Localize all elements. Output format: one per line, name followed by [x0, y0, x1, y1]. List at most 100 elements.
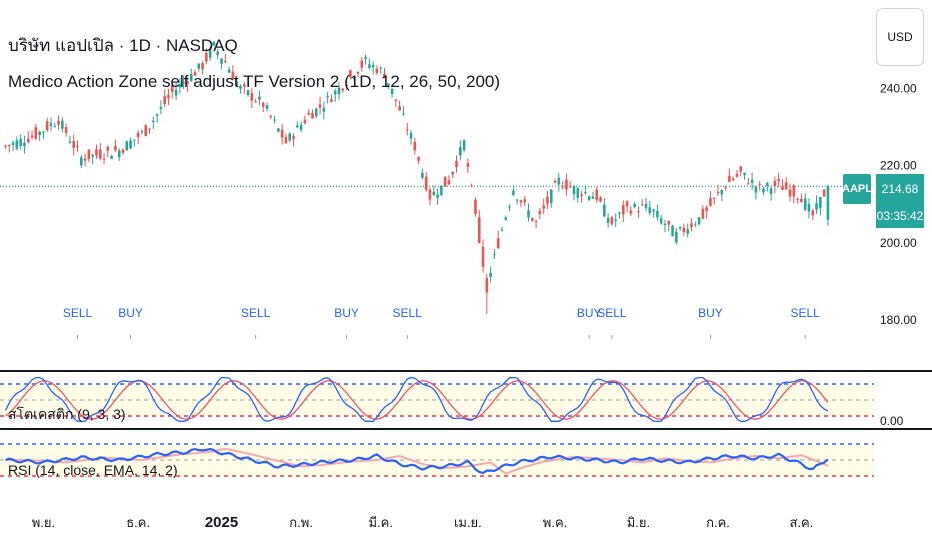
candle-body [402, 113, 405, 115]
candle-body [231, 71, 235, 80]
candle-body [61, 120, 64, 129]
signal-sell-label: SELL [791, 306, 821, 320]
price-axis[interactable]: 240.00 220.00 200.00 180.00 [880, 82, 917, 327]
candle-body [440, 185, 443, 195]
candle-body [23, 142, 26, 147]
time-tick-label: พ.ย. [32, 515, 55, 530]
candle-body [580, 194, 583, 196]
candle-body [144, 125, 148, 136]
stochastic-lines [4, 376, 829, 422]
candle-body [322, 107, 326, 112]
candle-body [330, 99, 333, 102]
price-tick-label: 220.00 [880, 159, 917, 173]
candle-body [148, 128, 151, 130]
candle-body [299, 125, 303, 130]
candle-body [496, 238, 500, 249]
candle-body [459, 147, 462, 156]
candle-body [174, 89, 178, 96]
candle-body [750, 179, 754, 183]
candle-body [155, 114, 159, 116]
candle-body [485, 278, 489, 293]
indicator-title[interactable]: Medico Action Zone self adjust TF Versio… [8, 72, 501, 91]
candle-body [675, 231, 678, 243]
candle-body [462, 140, 466, 151]
candle-body [769, 188, 773, 194]
candle-body [375, 68, 379, 74]
candle-body [474, 199, 477, 214]
candle-body [318, 104, 322, 108]
time-axis[interactable]: พ.ย. ธ.ค. 2025 ก.พ. มี.ค. เม.ย. พ.ค. มิ.ย. ก.ค. ส… [32, 514, 814, 531]
candle-body [159, 107, 163, 110]
candle-body [504, 217, 508, 220]
candle-body [784, 182, 788, 190]
candle-body [186, 81, 189, 85]
candle-body [781, 186, 784, 191]
candle-body [773, 180, 777, 187]
stochastic-zero-tick: 0.00 [880, 414, 904, 428]
candle-body [788, 189, 792, 197]
candle-body [178, 83, 182, 88]
candle-body [625, 201, 629, 207]
candle-body [224, 60, 227, 63]
candle-body [546, 196, 549, 204]
candle-body [246, 90, 250, 96]
candle-body [398, 106, 401, 111]
candle-body [133, 139, 136, 141]
signal-sell-label: SELL [63, 306, 93, 320]
candle-body [409, 132, 413, 139]
rsi-lines [5, 447, 829, 475]
signal-sell-label: SELL [597, 306, 627, 320]
candle-body [38, 131, 41, 135]
symbol-title[interactable]: บริษัท แอปเปิล · 1D · NASDAQ [8, 36, 238, 55]
countdown-badge: 03:35:42 [876, 204, 924, 228]
candle-body [201, 63, 204, 70]
candle-body [436, 194, 439, 198]
candle-body [265, 105, 269, 109]
candle-body [527, 210, 530, 218]
stochastic-label[interactable]: สโตเคสติก (9, 3, 3) [8, 406, 126, 422]
candle-body [614, 219, 617, 222]
candle-body [68, 141, 72, 143]
time-tick-label: พ.ค. [543, 515, 568, 530]
candle-body [584, 192, 587, 194]
candle-body [481, 246, 485, 267]
candle-body [549, 189, 553, 203]
candle-body [34, 127, 38, 139]
candle-body [379, 67, 383, 69]
candle-body [189, 73, 193, 81]
candle-body [341, 88, 345, 91]
candle-body [371, 64, 375, 68]
candle-body [129, 140, 132, 149]
candle-body [356, 72, 360, 74]
candle-body [170, 84, 174, 92]
candle-body [314, 108, 318, 117]
candle-body [644, 204, 648, 209]
candle-body [800, 199, 803, 203]
time-tick-label: ธ.ค. [126, 515, 150, 530]
candle-body [500, 229, 504, 231]
candle-body [292, 135, 295, 139]
candle-body [428, 189, 432, 200]
candle-body [76, 146, 79, 148]
candle-body [690, 223, 693, 228]
candle-body [743, 172, 746, 175]
candle-body [671, 225, 674, 237]
candle-body [152, 120, 155, 122]
candle-body [709, 198, 712, 206]
candle-body [421, 172, 424, 178]
candle-body [95, 149, 98, 156]
candle-body [140, 131, 144, 133]
candle-body [345, 84, 348, 87]
symbol-badge: AAPL [842, 174, 872, 204]
candle-body [633, 203, 636, 208]
currency-button[interactable]: USD [876, 8, 924, 66]
signal-buy-label: BUY [118, 306, 143, 320]
candle-body [455, 160, 458, 168]
candle-body [822, 189, 826, 197]
pane-separators[interactable] [0, 370, 932, 430]
rsi-label[interactable]: RSI (14, close, EMA, 14, 2) [8, 462, 178, 478]
candle-body [114, 145, 117, 151]
candle-body [697, 217, 701, 225]
